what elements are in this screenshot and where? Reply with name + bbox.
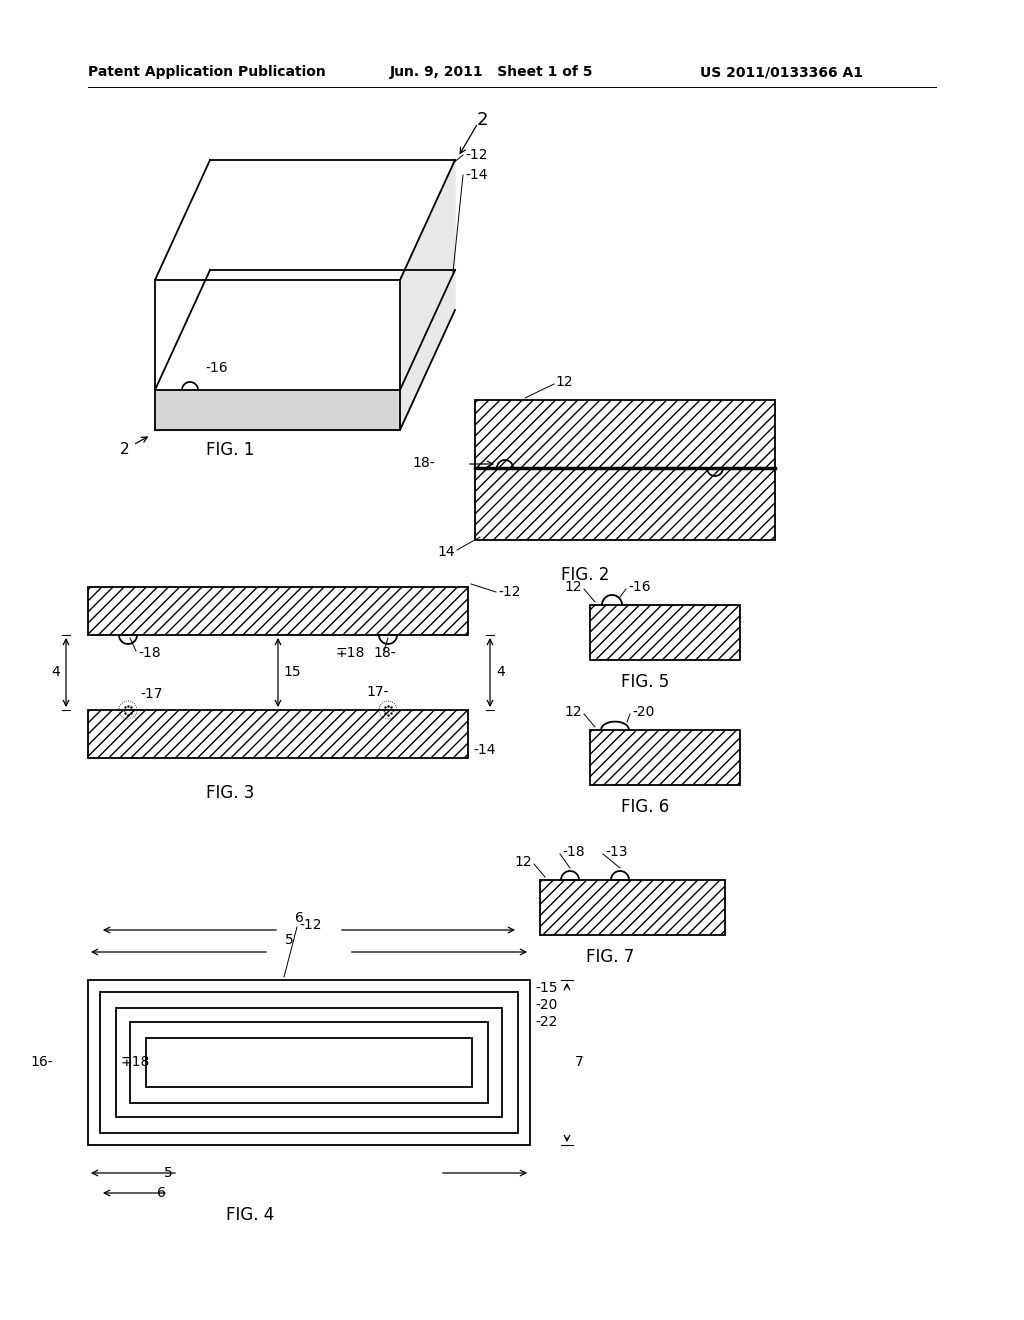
Bar	[88, 979, 530, 1144]
Bar	[88, 587, 468, 635]
Text: 12: 12	[564, 579, 582, 594]
Bar	[590, 605, 740, 660]
Text: 12: 12	[555, 375, 572, 389]
Bar	[130, 1022, 488, 1104]
Text: -13: -13	[605, 845, 628, 859]
Bar	[475, 469, 775, 540]
Bar	[116, 1008, 502, 1117]
Text: -16: -16	[205, 360, 227, 375]
Text: 18-: 18-	[373, 645, 395, 660]
Text: 2: 2	[120, 442, 130, 458]
Text: 12: 12	[514, 855, 532, 869]
Text: -22: -22	[535, 1015, 557, 1030]
Text: 17-: 17-	[366, 685, 388, 700]
Text: Patent Application Publication: Patent Application Publication	[88, 65, 326, 79]
Text: 4: 4	[51, 665, 60, 680]
Text: 14: 14	[437, 545, 455, 558]
Bar	[475, 400, 775, 469]
Polygon shape	[155, 389, 400, 430]
Bar	[540, 880, 725, 935]
Text: -17: -17	[140, 686, 163, 701]
Text: 4: 4	[496, 665, 505, 680]
Text: -12: -12	[498, 585, 520, 599]
Polygon shape	[400, 160, 455, 430]
Text: FIG. 4: FIG. 4	[226, 1206, 274, 1224]
Bar	[100, 993, 518, 1133]
Bar	[88, 710, 468, 758]
Text: 16-: 16-	[31, 1056, 53, 1069]
Bar	[146, 1038, 472, 1086]
Text: -14: -14	[473, 743, 496, 756]
Text: FIG. 1: FIG. 1	[206, 441, 254, 459]
Text: 6: 6	[295, 911, 303, 925]
Text: FIG. 3: FIG. 3	[206, 784, 254, 803]
Text: FIG. 2: FIG. 2	[561, 566, 609, 583]
Text: FIG. 6: FIG. 6	[621, 799, 669, 816]
Text: -12: -12	[299, 917, 322, 932]
Text: 5: 5	[285, 933, 293, 946]
Text: -18: -18	[138, 645, 161, 660]
Text: 7: 7	[575, 1056, 584, 1069]
Text: 15: 15	[283, 665, 301, 680]
Polygon shape	[155, 160, 455, 280]
Text: ∓18: ∓18	[121, 1056, 151, 1069]
Text: -20: -20	[632, 705, 654, 719]
Text: -20: -20	[535, 998, 557, 1012]
Text: -18: -18	[562, 845, 585, 859]
Text: Jun. 9, 2011   Sheet 1 of 5: Jun. 9, 2011 Sheet 1 of 5	[390, 65, 594, 79]
Text: -16: -16	[628, 579, 650, 594]
Text: 5: 5	[164, 1166, 173, 1180]
Text: US 2011/0133366 A1: US 2011/0133366 A1	[700, 65, 863, 79]
Text: 12: 12	[564, 705, 582, 719]
Polygon shape	[155, 280, 400, 430]
Text: 2: 2	[476, 111, 487, 129]
Text: -12: -12	[465, 148, 487, 162]
Text: -15: -15	[535, 981, 557, 995]
Text: ∓18: ∓18	[336, 645, 366, 660]
Bar	[590, 730, 740, 785]
Text: 18-: 18-	[413, 455, 435, 470]
Text: FIG. 5: FIG. 5	[621, 673, 669, 690]
Text: 6: 6	[157, 1185, 166, 1200]
Text: -14: -14	[465, 168, 487, 182]
Text: FIG. 7: FIG. 7	[586, 948, 634, 966]
